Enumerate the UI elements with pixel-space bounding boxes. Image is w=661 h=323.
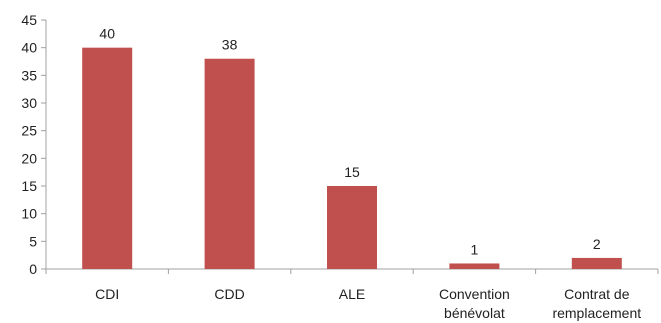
category-label-line: bénévolat bbox=[444, 305, 505, 321]
category-label-line: Convention bbox=[439, 286, 510, 302]
category-label-line: CDD bbox=[214, 286, 244, 302]
category-label: CDD bbox=[214, 286, 244, 302]
y-tick-label: 40 bbox=[21, 40, 37, 56]
bar bbox=[82, 47, 133, 269]
bar bbox=[327, 186, 377, 269]
y-tick-label: 15 bbox=[21, 178, 37, 194]
y-tick-label: 25 bbox=[21, 123, 37, 139]
y-axis: 0 5 10 15 20 25 30 35 40 45 bbox=[21, 12, 47, 277]
bar bbox=[204, 58, 255, 269]
bar-value-label: 2 bbox=[593, 236, 601, 252]
category-label: CDI bbox=[95, 286, 119, 302]
bars bbox=[82, 47, 622, 269]
bar-value-label: 15 bbox=[344, 164, 360, 180]
category-label-line: ALE bbox=[339, 286, 365, 302]
y-tick-label: 35 bbox=[21, 67, 37, 83]
bar-value-label: 38 bbox=[222, 37, 238, 53]
category-label: ALE bbox=[339, 286, 365, 302]
category-label-line: remplacement bbox=[552, 305, 641, 321]
y-tick-label: 45 bbox=[21, 12, 37, 28]
bar-value-label: 1 bbox=[471, 241, 479, 257]
category-label-line: CDI bbox=[95, 286, 119, 302]
y-tick-label: 20 bbox=[21, 150, 37, 166]
category-label: Convention bénévolat bbox=[439, 286, 510, 321]
y-tick-label: 0 bbox=[29, 261, 37, 277]
y-tick-label: 5 bbox=[29, 233, 37, 249]
y-tick-label: 30 bbox=[21, 95, 37, 111]
y-tick-label: 10 bbox=[21, 206, 37, 222]
bar bbox=[571, 257, 622, 269]
x-axis bbox=[45, 268, 659, 274]
data-labels: 40 38 15 1 2 bbox=[99, 26, 600, 258]
bar bbox=[449, 263, 500, 269]
category-label-line: Contrat de bbox=[564, 286, 630, 302]
bar-value-label: 40 bbox=[99, 26, 115, 42]
category-labels: CDI CDD ALE Convention bénévolat Contrat de re… bbox=[95, 286, 641, 321]
category-label: Contrat de remplacement bbox=[552, 286, 641, 321]
